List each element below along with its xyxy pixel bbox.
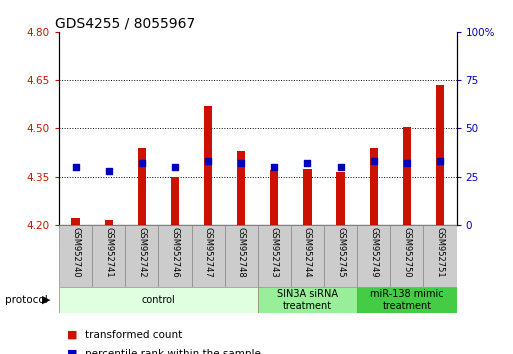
Point bbox=[237, 160, 245, 166]
Point bbox=[105, 168, 113, 173]
Bar bbox=[423, 225, 457, 287]
Bar bbox=[337, 172, 345, 225]
Bar bbox=[357, 225, 390, 287]
Bar bbox=[105, 220, 113, 225]
Text: SIN3A siRNA
treatment: SIN3A siRNA treatment bbox=[277, 289, 338, 311]
Text: transformed count: transformed count bbox=[85, 330, 182, 339]
Text: GSM952740: GSM952740 bbox=[71, 227, 80, 277]
Point bbox=[171, 164, 179, 170]
Bar bbox=[357, 287, 457, 313]
Bar bbox=[237, 151, 245, 225]
Bar bbox=[137, 148, 146, 225]
Point bbox=[436, 158, 444, 164]
Bar bbox=[291, 225, 324, 287]
Text: control: control bbox=[142, 295, 175, 305]
Bar bbox=[92, 225, 125, 287]
Text: ■: ■ bbox=[67, 330, 77, 339]
Point bbox=[71, 164, 80, 170]
Text: GSM952742: GSM952742 bbox=[137, 227, 146, 277]
Point bbox=[403, 160, 411, 166]
Bar bbox=[369, 148, 378, 225]
Text: GSM952746: GSM952746 bbox=[170, 227, 180, 278]
Bar bbox=[59, 287, 258, 313]
Bar bbox=[171, 177, 179, 225]
Text: GSM952750: GSM952750 bbox=[402, 227, 411, 277]
Point bbox=[137, 160, 146, 166]
Text: ▶: ▶ bbox=[42, 295, 51, 305]
Bar bbox=[303, 169, 311, 225]
Text: GSM952743: GSM952743 bbox=[270, 227, 279, 278]
Point bbox=[204, 158, 212, 164]
Bar bbox=[258, 225, 291, 287]
Bar bbox=[436, 85, 444, 225]
Point bbox=[270, 164, 279, 170]
Bar bbox=[125, 225, 159, 287]
Point bbox=[303, 160, 311, 166]
Text: percentile rank within the sample: percentile rank within the sample bbox=[85, 349, 261, 354]
Text: GDS4255 / 8055967: GDS4255 / 8055967 bbox=[55, 17, 195, 31]
Bar bbox=[159, 225, 191, 287]
Bar bbox=[270, 170, 279, 225]
Bar bbox=[204, 106, 212, 225]
Bar bbox=[324, 225, 357, 287]
Text: GSM952749: GSM952749 bbox=[369, 227, 378, 277]
Bar bbox=[71, 218, 80, 225]
Text: GSM952748: GSM952748 bbox=[236, 227, 246, 278]
Point bbox=[337, 164, 345, 170]
Text: protocol: protocol bbox=[5, 295, 48, 305]
Bar bbox=[59, 225, 92, 287]
Bar bbox=[225, 225, 258, 287]
Bar bbox=[191, 225, 225, 287]
Text: GSM952744: GSM952744 bbox=[303, 227, 312, 277]
Text: GSM952751: GSM952751 bbox=[436, 227, 444, 277]
Bar bbox=[403, 127, 411, 225]
Text: GSM952747: GSM952747 bbox=[204, 227, 212, 278]
Bar bbox=[390, 225, 423, 287]
Text: miR-138 mimic
treatment: miR-138 mimic treatment bbox=[370, 289, 444, 311]
Bar bbox=[258, 287, 357, 313]
Text: GSM952741: GSM952741 bbox=[104, 227, 113, 277]
Text: ■: ■ bbox=[67, 349, 77, 354]
Point bbox=[370, 158, 378, 164]
Text: GSM952745: GSM952745 bbox=[336, 227, 345, 277]
